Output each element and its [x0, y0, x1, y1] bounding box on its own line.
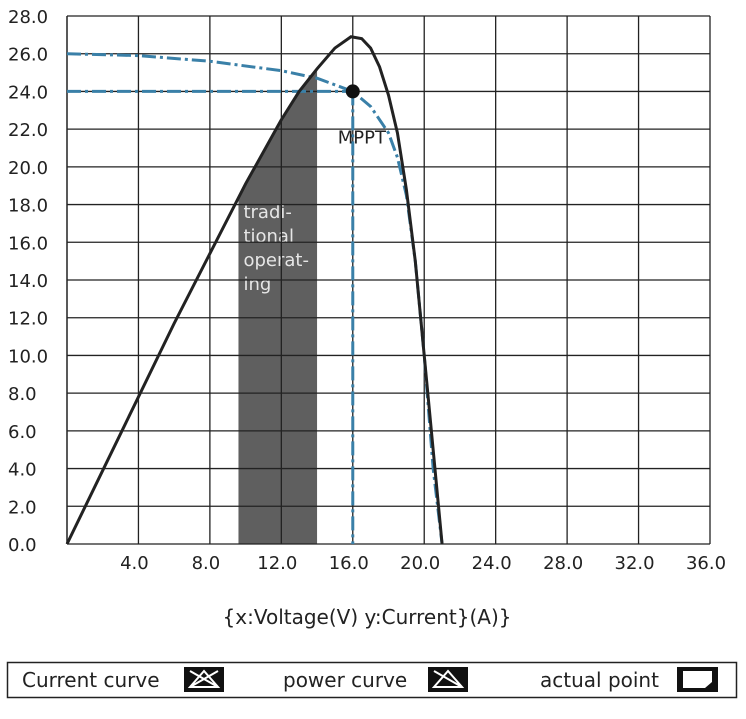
x-tick-label: 32.0 [615, 553, 655, 574]
y-tick-label: 22.0 [8, 120, 48, 141]
x-tick-label: 20.0 [400, 553, 440, 574]
region-label: tional [243, 226, 294, 247]
legend-label: power curve [283, 668, 407, 692]
y-tick-label: 28.0 [8, 7, 48, 28]
x-tick-label: 4.0 [120, 553, 149, 574]
legend-icon [184, 667, 224, 692]
y-tick-label: 0.0 [8, 535, 37, 556]
y-tick-label: 10.0 [8, 346, 48, 367]
legend-label: Current curve [22, 668, 160, 692]
legend-icon [677, 667, 718, 692]
region-label: ing [243, 274, 271, 295]
axis-label: {x:Voltage(V) y:Current}(A)} [223, 605, 512, 629]
line-series [65, 35, 444, 545]
legend-box [6, 661, 738, 699]
y-tick-label: 16.0 [8, 233, 48, 254]
y-tick-label: 4.0 [8, 460, 37, 481]
region-label: tradi- [243, 202, 291, 223]
legend-label: actual point [540, 668, 659, 692]
y-tick-label: 18.0 [8, 196, 48, 217]
y-tick-label: 14.0 [8, 271, 48, 292]
y-tick-label: 26.0 [8, 45, 48, 66]
y-tick-label: 12.0 [8, 309, 48, 330]
mppt-point [345, 84, 360, 99]
x-tick-label: 28.0 [543, 553, 583, 574]
x-tick-label: 36.0 [686, 553, 726, 574]
x-tick-label: 8.0 [192, 553, 221, 574]
x-tick-label: 16.0 [329, 553, 369, 574]
mppt-label: MPPT [338, 127, 387, 148]
x-tick-label: 12.0 [257, 553, 297, 574]
y-tick-label: 24.0 [8, 82, 48, 103]
y-tick-label: 20.0 [8, 158, 48, 179]
x-tick-label: 24.0 [472, 553, 512, 574]
y-tick-label: 8.0 [8, 384, 37, 405]
region-label: operat- [243, 250, 309, 271]
legend-icon [428, 667, 468, 692]
y-tick-label: 2.0 [8, 497, 37, 518]
y-tick-label: 6.0 [8, 422, 37, 443]
shaded-region [238, 68, 318, 545]
